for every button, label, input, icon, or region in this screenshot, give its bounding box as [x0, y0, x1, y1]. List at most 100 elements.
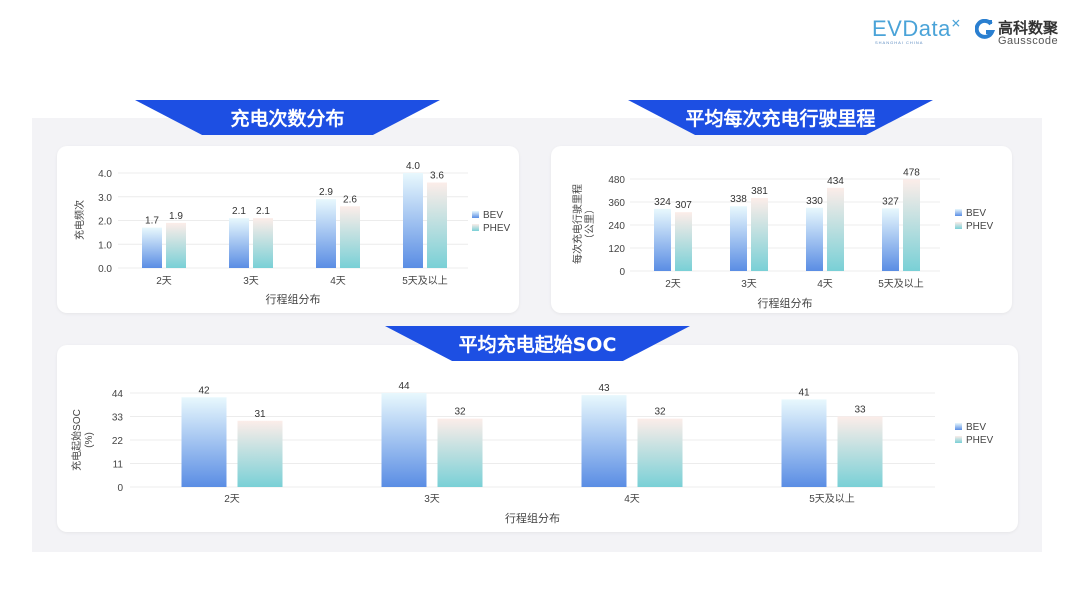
gausscode-logo-cn: 高科数聚 [998, 19, 1059, 37]
bar-phev [751, 197, 768, 271]
x-tick-label: 2天 [156, 276, 172, 287]
bar-phev [253, 218, 273, 268]
data-label: 327 [882, 196, 899, 207]
data-label: 41 [798, 387, 810, 398]
bar-phev [903, 179, 920, 271]
y-tick-label: 4.0 [98, 169, 112, 180]
bar-phev [427, 182, 447, 268]
x-tick-label: 4天 [624, 494, 640, 505]
bar-bev [181, 397, 227, 487]
data-label: 42 [198, 385, 210, 396]
data-label: 33 [854, 405, 866, 416]
data-label: 2.6 [343, 194, 357, 205]
data-label: 1.9 [169, 211, 183, 222]
y-tick-label: 3.0 [98, 193, 112, 204]
data-label: 338 [730, 194, 747, 205]
data-label: 330 [806, 196, 823, 207]
data-label: 1.7 [145, 216, 159, 227]
bar-bev [381, 393, 427, 487]
bar-bev [654, 208, 671, 271]
y-tick-label: 33 [112, 413, 124, 424]
y-tick-label: 44 [112, 389, 124, 400]
x-axis-title: 行程组分布 [758, 296, 813, 310]
data-label: 31 [254, 409, 266, 420]
data-label: 3.6 [430, 171, 444, 182]
bar-bev [229, 218, 249, 268]
x-tick-label: 3天 [741, 279, 757, 290]
x-tick-label: 4天 [817, 279, 833, 290]
bar-bev [781, 399, 827, 487]
y-axis-title: 充电频次 [73, 200, 86, 240]
data-label: 32 [654, 407, 666, 418]
y-tick-label: 360 [608, 198, 625, 209]
y-tick-label: 11 [113, 460, 124, 471]
data-label: 434 [827, 176, 844, 187]
bar-bev [403, 173, 423, 268]
legend-label-phev: PHEV [966, 435, 994, 446]
data-label: 324 [654, 197, 671, 208]
x-tick-label: 3天 [243, 276, 259, 287]
gausscode-logo-en: Gausscode [998, 35, 1059, 47]
bar-bev [806, 207, 823, 271]
x-axis-title: 行程组分布 [505, 511, 560, 525]
x-tick-label: 2天 [665, 279, 681, 290]
y-axis-title: 充电起始SOC [70, 409, 83, 471]
x-tick-label: 3天 [424, 494, 440, 505]
legend-swatch-phev [955, 222, 962, 229]
y-axis-title: （公里） [584, 204, 596, 244]
evdata-logo-subtitle: SHANGHAI CHINA [875, 40, 924, 45]
legend-swatch-phev [955, 436, 962, 443]
y-tick-label: 480 [608, 175, 625, 186]
evdata-logo: EVData✕ [872, 16, 962, 41]
data-label: 307 [675, 200, 692, 211]
y-tick-label: 2.0 [98, 217, 112, 228]
y-axis-title: (%) [84, 432, 95, 448]
x-tick-label: 2天 [224, 494, 240, 505]
bar-phev [637, 418, 683, 487]
bar-bev [581, 395, 627, 487]
data-label: 2.9 [319, 187, 333, 198]
data-label: 43 [598, 383, 610, 394]
x-tick-label: 5天及以上 [878, 278, 924, 290]
y-tick-label: 0.0 [98, 264, 112, 275]
y-tick-label: 1.0 [98, 240, 112, 251]
bar-bev [142, 227, 162, 268]
y-tick-label: 0 [619, 267, 625, 278]
bar-phev [340, 206, 360, 268]
bar-phev [437, 418, 483, 487]
y-tick-label: 22 [112, 436, 124, 447]
legend-label-bev: BEV [483, 210, 503, 221]
legend-swatch-phev [472, 224, 479, 231]
bar-phev [675, 212, 692, 271]
y-tick-label: 0 [117, 483, 123, 494]
data-label: 2.1 [256, 206, 270, 217]
data-label: 44 [398, 381, 410, 392]
bar-phev [837, 416, 883, 487]
bar-phev [237, 420, 283, 487]
y-axis-title: 每次充电行驶里程 [571, 184, 584, 264]
chart-title-mileage: 平均每次充电行驶里程 [628, 100, 933, 135]
legend-swatch-bev [472, 211, 479, 218]
data-label: 4.0 [406, 161, 420, 172]
bar-phev [827, 187, 844, 271]
legend-label-bev: BEV [966, 422, 986, 433]
data-label: 32 [454, 407, 466, 418]
gausscode-logo-icon [975, 19, 995, 39]
legend-label-phev: PHEV [483, 223, 511, 234]
bar-phev [166, 222, 186, 268]
data-label: 2.1 [232, 206, 246, 217]
x-axis-title: 行程组分布 [266, 292, 321, 306]
chart-card-mileage [551, 146, 1012, 313]
x-tick-label: 5天及以上 [402, 275, 448, 287]
y-tick-label: 240 [608, 221, 625, 232]
data-label: 478 [903, 167, 920, 178]
bar-bev [730, 206, 747, 271]
evdata-logo-text: EVData [872, 16, 951, 41]
legend-label-phev: PHEV [966, 221, 994, 232]
bar-bev [316, 199, 336, 268]
x-tick-label: 4天 [330, 276, 346, 287]
legend-label-bev: BEV [966, 208, 986, 219]
legend-swatch-bev [955, 423, 962, 430]
x-tick-label: 5天及以上 [809, 493, 855, 505]
